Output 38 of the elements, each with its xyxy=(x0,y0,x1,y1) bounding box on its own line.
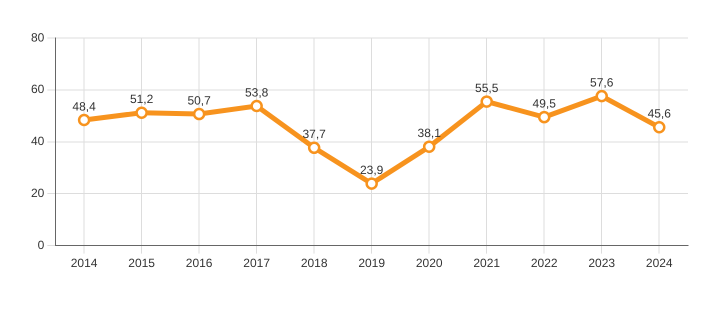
point xyxy=(135,106,148,119)
x-tick-label: 2017 xyxy=(243,256,270,270)
x-tick-label: 2019 xyxy=(358,256,386,270)
point xyxy=(250,100,263,112)
data-label: 55,5 xyxy=(475,80,499,95)
data-label: 50,7 xyxy=(187,93,212,108)
data-label: 23,9 xyxy=(360,162,384,177)
point xyxy=(538,110,550,124)
x-tick-label: 2022 xyxy=(530,256,558,270)
data-label: 48,4 xyxy=(72,99,96,114)
point xyxy=(652,121,666,134)
y-tick-label: 60 xyxy=(30,82,45,96)
y-tick-label: 40 xyxy=(30,134,45,148)
y-tick-label: 20 xyxy=(30,186,45,200)
data-label: 49,5 xyxy=(532,96,556,110)
point xyxy=(480,95,493,108)
x-tick-label: 2016 xyxy=(186,256,213,270)
data-label: 57,6 xyxy=(590,75,614,90)
data-label: 53,8 xyxy=(244,85,269,100)
point xyxy=(78,114,90,126)
point xyxy=(308,142,320,154)
point xyxy=(192,108,206,120)
x-tick-label: 2021 xyxy=(473,256,500,270)
x-tick-label: 2018 xyxy=(300,256,328,270)
point xyxy=(365,177,378,190)
data-label: 38,1 xyxy=(418,126,442,140)
point xyxy=(595,90,608,102)
point xyxy=(422,140,436,153)
x-tick-label: 2020 xyxy=(416,256,443,270)
data-label: 37,7 xyxy=(302,127,326,142)
data-label: 45,6 xyxy=(648,106,672,121)
data-label: 51,2 xyxy=(130,92,154,106)
y-tick-label: 80 xyxy=(30,30,45,44)
x-tick-label: 2023 xyxy=(588,256,616,270)
x-tick-label: 2015 xyxy=(128,256,156,270)
x-tick-label: 2024 xyxy=(646,256,673,270)
y-tick-label: 0 xyxy=(38,238,45,252)
x-tick-label: 2014 xyxy=(70,256,98,270)
